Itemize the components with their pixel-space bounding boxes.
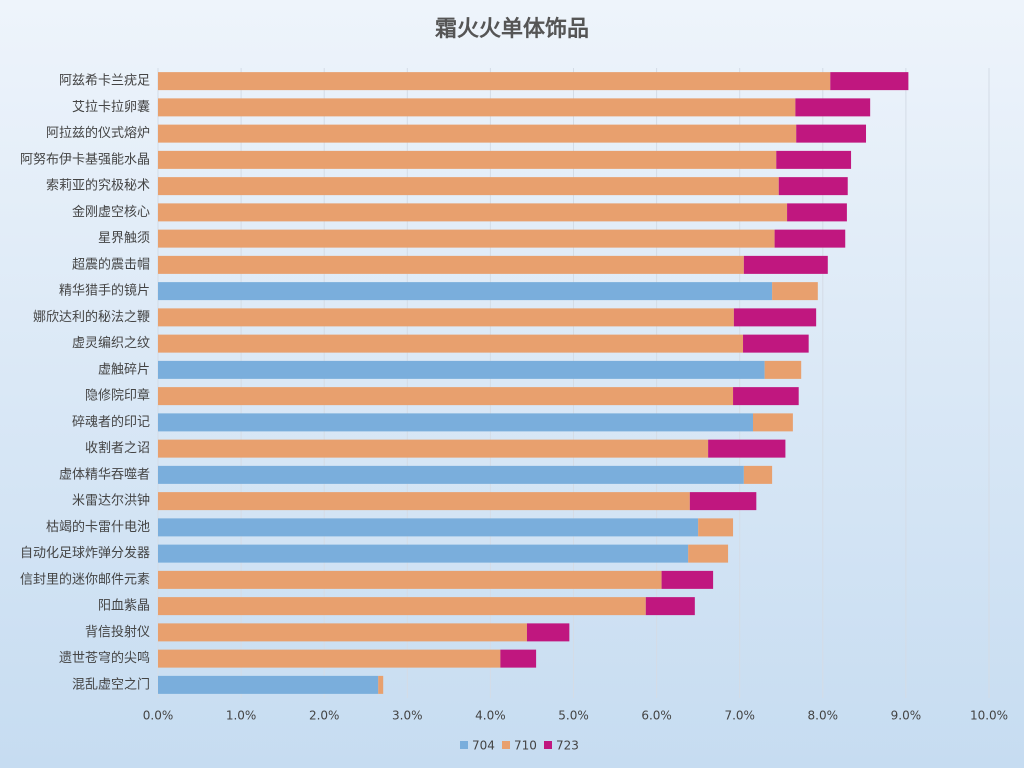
- bar-segment: [158, 229, 775, 248]
- bar-segment: [158, 387, 734, 406]
- x-tick-label: 4.0%: [475, 709, 506, 723]
- y-tick-label: 娜欣达利的秘法之鞭: [33, 309, 150, 325]
- bar-segment: [158, 675, 379, 694]
- bar-segment: [158, 439, 709, 458]
- bar-segment: [787, 203, 847, 222]
- bar-segment: [158, 98, 796, 117]
- legend-swatch: [544, 741, 552, 749]
- y-tick-label: 精华猎手的镜片: [59, 283, 150, 299]
- bar-segment: [158, 72, 831, 91]
- y-tick-label: 信封里的迷你邮件元素: [20, 571, 150, 587]
- x-tick-label: 6.0%: [641, 709, 672, 723]
- bar-segment: [733, 308, 817, 327]
- y-tick-label: 阿拉兹的仪式熔炉: [46, 125, 150, 141]
- y-tick-label: 自动化足球炸弹分发器: [20, 545, 150, 561]
- bar-segment: [708, 439, 786, 458]
- bar-segment: [752, 413, 793, 432]
- x-tick-label: 7.0%: [724, 709, 755, 723]
- y-tick-label: 阿兹希卡兰疣足: [59, 74, 150, 89]
- x-tick-label: 10.0%: [970, 709, 1008, 723]
- bar-segment: [158, 124, 797, 143]
- x-tick-label: 0.0%: [143, 709, 174, 723]
- bar-segment: [158, 649, 501, 668]
- bar-segment: [778, 177, 848, 196]
- bar-segment: [733, 387, 799, 406]
- x-tick-label: 5.0%: [558, 709, 589, 723]
- y-tick-label: 阳血紫晶: [98, 599, 150, 614]
- bar-segment: [158, 492, 690, 511]
- bar-segment: [645, 597, 695, 616]
- bar-segment: [158, 518, 699, 537]
- bar-segment: [698, 518, 734, 537]
- x-tick-label: 1.0%: [226, 709, 257, 723]
- bar-segment: [158, 282, 773, 301]
- x-tick-label: 3.0%: [392, 709, 423, 723]
- bar-segment: [689, 492, 757, 511]
- y-tick-label: 混乱虚空之门: [72, 677, 150, 692]
- bar-segment: [158, 203, 788, 222]
- bar-segment: [830, 72, 909, 91]
- bar-segment: [158, 360, 765, 379]
- bar-segment: [526, 623, 570, 642]
- y-tick-label: 艾拉卡拉卵囊: [72, 99, 150, 115]
- y-tick-label: 星界触须: [98, 231, 150, 246]
- y-tick-label: 隐修院印章: [85, 388, 150, 404]
- legend-label: 704: [472, 739, 495, 753]
- bar-segment: [378, 675, 384, 694]
- bar-segment: [500, 649, 537, 668]
- y-tick-label: 阿努布伊卡基强能水晶: [20, 152, 150, 167]
- bar-segment: [776, 150, 852, 169]
- bar-segment: [158, 597, 646, 616]
- bar-segment: [774, 229, 846, 248]
- bar-segment: [158, 177, 779, 196]
- legend-label: 710: [514, 739, 537, 753]
- y-tick-label: 背信投射仪: [85, 624, 150, 640]
- bar-segment: [688, 544, 729, 563]
- y-tick-label: 碎魂者的印记: [72, 414, 150, 430]
- y-tick-label: 虚触碎片: [98, 362, 150, 377]
- y-tick-label: 虚灵编织之纹: [72, 336, 150, 351]
- bar-segment: [158, 413, 753, 432]
- bar-segment: [743, 334, 809, 353]
- y-tick-label: 米雷达尔洪钟: [72, 493, 150, 509]
- bar-segment: [158, 570, 662, 589]
- bar-segment: [158, 308, 734, 327]
- y-tick-label: 收割者之诏: [85, 440, 150, 456]
- y-tick-label: 索莉亚的究极秘术: [46, 178, 150, 194]
- y-tick-label: 虚体精华吞噬者: [59, 467, 150, 482]
- bar-segment: [158, 255, 744, 274]
- bar-segment: [795, 98, 871, 117]
- bar-segment: [158, 465, 744, 484]
- legend-label: 723: [556, 739, 579, 753]
- y-tick-label: 超震的震击帽: [72, 256, 150, 272]
- legend-swatch: [460, 741, 468, 749]
- bar-segment: [772, 282, 818, 301]
- bar-segment: [158, 334, 744, 353]
- bar-segment: [158, 150, 777, 169]
- chart-title: 霜火火单体饰品: [434, 16, 589, 42]
- legend-swatch: [502, 741, 510, 749]
- bar-segment: [743, 255, 828, 274]
- x-tick-label: 2.0%: [309, 709, 340, 723]
- x-tick-label: 9.0%: [891, 709, 922, 723]
- bar-segment: [158, 623, 527, 642]
- bar-segment: [764, 360, 802, 379]
- y-tick-label: 枯竭的卡雷什电池: [46, 519, 150, 535]
- x-tick-label: 8.0%: [808, 709, 839, 723]
- bar-segment: [661, 570, 714, 589]
- y-tick-label: 遗世苍穹的尖鸣: [59, 650, 150, 666]
- y-tick-label: 金刚虚空核心: [72, 204, 150, 220]
- bar-segment: [158, 544, 689, 563]
- bar-segment: [743, 465, 773, 484]
- bar-segment: [796, 124, 867, 143]
